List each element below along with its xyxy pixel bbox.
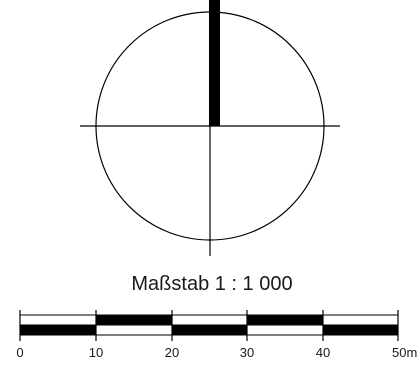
scale-bar: 0 10 20 30 40 50m — [16, 310, 417, 360]
scale-segment-10-20-upper — [96, 315, 172, 325]
scale-segment-40-50-lower — [323, 325, 398, 335]
scale-title: Maßstab 1 : 1 000 — [131, 273, 292, 295]
scale-label-20: 20 — [165, 345, 179, 360]
scale-segment-30-40-upper — [247, 315, 323, 325]
north-arrow-symbol — [80, 0, 340, 256]
scale-segment-0-10-lower — [20, 325, 96, 335]
scale-label-10: 10 — [89, 345, 103, 360]
north-arrow-bar — [209, 0, 220, 126]
scale-label-50m: 50m — [392, 345, 417, 360]
scale-label-0: 0 — [16, 345, 23, 360]
scale-segment-20-30-lower — [172, 325, 247, 335]
scale-label-40: 40 — [316, 345, 330, 360]
scale-label-30: 30 — [240, 345, 254, 360]
